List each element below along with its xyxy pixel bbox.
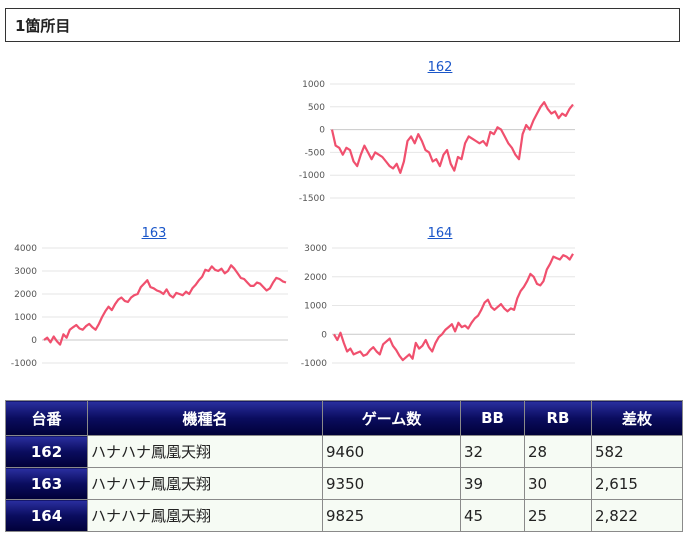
model-name-cell: ハナハナ鳳凰天翔	[87, 499, 323, 532]
y-tick-label: 4000	[14, 244, 37, 254]
difference-cell: 2,615	[591, 467, 683, 500]
y-tick-label: 1000	[304, 302, 327, 312]
rb-cell: 28	[524, 435, 592, 468]
difference-cell: 582	[591, 435, 683, 468]
bb-cell: 39	[460, 467, 525, 500]
col-header-model-name: 機種名	[87, 400, 323, 436]
machine-data-table: 台番 機種名 ゲーム数 BB RB 差枚 162 ハナハナ鳳凰天翔 9460 3…	[5, 400, 683, 532]
y-tick-label: 0	[31, 336, 37, 346]
machine-no-cell: 162	[5, 435, 88, 468]
model-name-cell: ハナハナ鳳凰天翔	[87, 435, 323, 468]
chart-title-link[interactable]: 162	[427, 60, 453, 75]
chart-svg: 3000 2000 1000 0 -1000	[301, 244, 575, 369]
chart-svg: 1000 500 0 -500 -1000 -1500	[299, 80, 575, 204]
y-tick-label: -1500	[299, 194, 325, 204]
table-header-row: 台番 機種名 ゲーム数 BB RB 差枚	[5, 400, 683, 436]
rb-cell: 30	[524, 467, 592, 500]
section-heading-text: 1箇所目	[15, 16, 71, 35]
chart-svg: 4000 3000 2000 1000 0 -1000	[11, 244, 288, 369]
chart-title-link[interactable]: 164	[427, 226, 453, 241]
table-row: 164 ハナハナ鳳凰天翔 9825 45 25 2,822	[5, 499, 683, 532]
y-tick-label: 3000	[304, 244, 327, 254]
machine-no-cell: 164	[5, 499, 88, 532]
col-header-rb: RB	[524, 400, 592, 436]
chart-162: 162 1000 500 0 -500 -1000 -1500	[299, 60, 580, 210]
y-tick-label: -1000	[301, 359, 327, 369]
series-line	[330, 101, 574, 175]
bb-cell: 32	[460, 435, 525, 468]
series-line	[333, 253, 574, 362]
col-header-game-count: ゲーム数	[322, 400, 461, 436]
y-tick-label: 3000	[14, 267, 37, 277]
y-tick-label: 1000	[302, 80, 325, 90]
machine-no-cell: 163	[5, 467, 88, 500]
chart-163: 163 4000 3000 2000 1000 0 -1000	[10, 226, 298, 376]
difference-cell: 2,822	[591, 499, 683, 532]
y-tick-label: 0	[321, 330, 327, 340]
y-tick-label: 2000	[14, 290, 37, 300]
series-line	[43, 264, 287, 346]
game-count-cell: 9350	[322, 467, 461, 500]
col-header-machine-no: 台番	[5, 400, 88, 436]
section-heading: 1箇所目	[5, 8, 680, 42]
table-row: 163 ハナハナ鳳凰天翔 9350 39 30 2,615	[5, 467, 683, 500]
y-tick-label: 1000	[14, 313, 37, 323]
bb-cell: 45	[460, 499, 525, 532]
col-header-bb: BB	[460, 400, 525, 436]
chart-title-link[interactable]: 163	[141, 226, 167, 241]
y-tick-label: -1000	[299, 171, 325, 181]
rb-cell: 25	[524, 499, 592, 532]
y-tick-label: -1000	[11, 359, 37, 369]
model-name-cell: ハナハナ鳳凰天翔	[87, 467, 323, 500]
chart-164: 164 3000 2000 1000 0 -1000	[300, 226, 580, 376]
table-row: 162 ハナハナ鳳凰天翔 9460 32 28 582	[5, 435, 683, 468]
game-count-cell: 9825	[322, 499, 461, 532]
y-tick-label: 500	[308, 103, 325, 113]
game-count-cell: 9460	[322, 435, 461, 468]
y-tick-label: 0	[319, 126, 325, 136]
y-tick-label: -500	[305, 148, 326, 158]
col-header-difference: 差枚	[591, 400, 683, 436]
y-tick-label: 2000	[304, 273, 327, 283]
